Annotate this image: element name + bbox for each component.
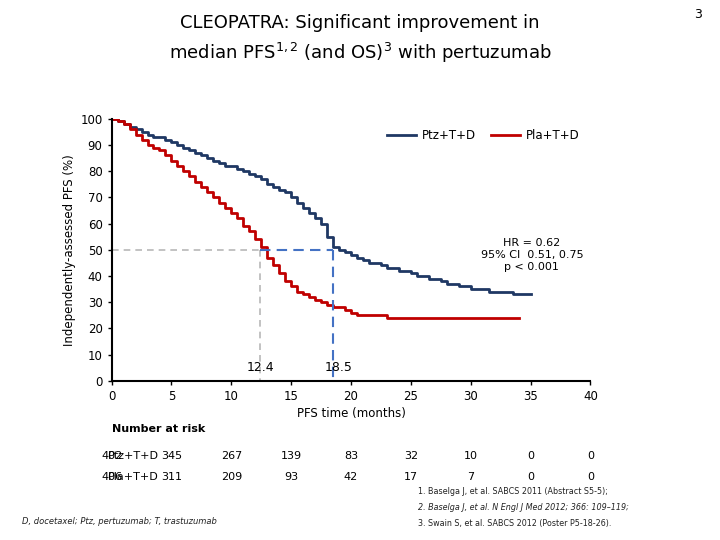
Text: 0: 0 [527,451,534,461]
Text: 12.4: 12.4 [246,361,274,374]
Text: Pla+T+D: Pla+T+D [108,472,158,483]
Text: median PFS$^{1,2}$ (and OS)$^{3}$ with pertuzumab: median PFS$^{1,2}$ (and OS)$^{3}$ with p… [168,40,552,65]
Text: 209: 209 [220,472,242,483]
Text: Number at risk: Number at risk [112,424,205,434]
Text: 10: 10 [464,451,477,461]
Text: 7: 7 [467,472,474,483]
Text: 0: 0 [587,472,594,483]
Text: CLEOPATRA: Significant improvement in: CLEOPATRA: Significant improvement in [180,14,540,31]
Text: 3. Swain S, et al. SABCS 2012 (Poster P5-18-26).: 3. Swain S, et al. SABCS 2012 (Poster P5… [418,519,611,528]
Text: 2. Baselga J, et al. N Engl J Med 2012; 366: 109–119;: 2. Baselga J, et al. N Engl J Med 2012; … [418,503,629,512]
Text: 402: 402 [101,451,122,461]
Text: 345: 345 [161,451,182,461]
Y-axis label: Independently-assessed PFS (%): Independently-assessed PFS (%) [63,154,76,346]
Text: 406: 406 [101,472,122,483]
Text: 139: 139 [281,451,302,461]
Text: 17: 17 [404,472,418,483]
Text: 267: 267 [220,451,242,461]
Text: 93: 93 [284,472,298,483]
Text: 18.5: 18.5 [325,361,353,374]
Text: 3: 3 [694,8,702,21]
Text: Ptz+T+D: Ptz+T+D [108,451,159,461]
Text: 1. Baselga J, et al. SABCS 2011 (Abstract S5-5);: 1. Baselga J, et al. SABCS 2011 (Abstrac… [418,487,608,496]
Text: D, docetaxel; Ptz, pertuzumab; T, trastuzumab: D, docetaxel; Ptz, pertuzumab; T, trastu… [22,517,217,526]
Text: 0: 0 [587,451,594,461]
X-axis label: PFS time (months): PFS time (months) [297,407,405,420]
Text: 32: 32 [404,451,418,461]
Text: HR = 0.62
95% CI  0.51, 0.75
p < 0.001: HR = 0.62 95% CI 0.51, 0.75 p < 0.001 [480,238,583,272]
Text: 42: 42 [344,472,358,483]
Text: 83: 83 [344,451,358,461]
Text: 311: 311 [161,472,182,483]
Legend: Ptz+T+D, Pla+T+D: Ptz+T+D, Pla+T+D [382,125,585,147]
Text: 0: 0 [527,472,534,483]
